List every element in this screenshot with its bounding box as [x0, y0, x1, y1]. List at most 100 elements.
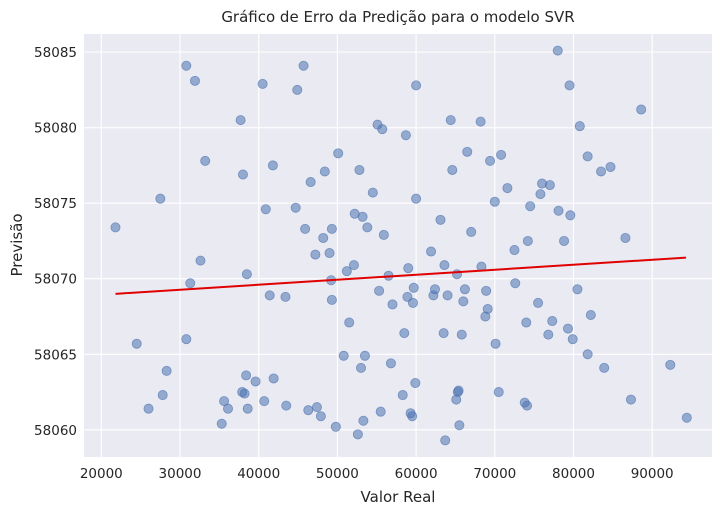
- scatter-point: [358, 415, 369, 426]
- scatter-point: [493, 387, 504, 398]
- scatter-point: [475, 116, 486, 127]
- scatter-point: [216, 418, 227, 429]
- x-tick-label: 50000: [316, 466, 359, 482]
- plot-background: [84, 34, 712, 457]
- scatter-point: [559, 235, 570, 246]
- scatter-point: [459, 284, 470, 295]
- scatter-point: [157, 390, 168, 401]
- scatter-point: [410, 377, 421, 388]
- scatter-point: [407, 411, 418, 422]
- scatter-point: [525, 201, 536, 212]
- scatter-point: [510, 278, 521, 289]
- scatter-point: [330, 421, 341, 432]
- scatter-point: [241, 370, 252, 381]
- scatter-point: [445, 115, 456, 126]
- scatter-point: [185, 278, 196, 289]
- scatter-point: [110, 222, 121, 233]
- scatter-point: [665, 359, 676, 370]
- scatter-point: [375, 406, 386, 417]
- scatter-point: [636, 104, 647, 115]
- scatter-point: [344, 317, 355, 328]
- scatter-point: [438, 328, 449, 339]
- scatter-point: [565, 210, 576, 221]
- scatter-point: [303, 405, 314, 416]
- x-tick-label: 40000: [237, 466, 280, 482]
- scatter-point: [305, 177, 316, 188]
- scatter-point: [429, 284, 440, 295]
- scatter-point: [453, 385, 464, 396]
- scatter-point: [440, 435, 451, 446]
- scatter-point: [397, 390, 408, 401]
- scatter-point: [582, 151, 593, 162]
- scatter-point: [522, 235, 533, 246]
- scatter-point: [181, 334, 192, 345]
- y-tick-label: 58070: [34, 272, 77, 288]
- scatter-point: [489, 196, 500, 207]
- scatter-point: [223, 403, 234, 414]
- scatter-point: [235, 115, 246, 126]
- scatter-point: [408, 282, 419, 293]
- scatter-point: [257, 78, 268, 89]
- scatter-point: [292, 84, 303, 95]
- scatter-point: [442, 290, 453, 301]
- scatter-point: [239, 388, 250, 399]
- scatter-point: [509, 245, 520, 256]
- scatter-point: [250, 376, 261, 387]
- regression-line: [115, 256, 687, 295]
- scatter-point: [326, 223, 337, 234]
- scatter-point: [333, 148, 344, 159]
- scatter-point: [242, 403, 253, 414]
- scatter-point: [338, 350, 349, 361]
- scatter-point: [359, 350, 370, 361]
- scatter-point: [200, 155, 211, 166]
- x-tick-label: 30000: [159, 466, 202, 482]
- scatter-point: [681, 412, 692, 423]
- scatter-point: [260, 204, 271, 215]
- scatter-point: [426, 246, 437, 257]
- scatter-point: [553, 205, 564, 216]
- scatter-point: [400, 130, 411, 141]
- scatter-point: [407, 297, 418, 308]
- y-tick-label: 58080: [34, 121, 77, 137]
- scatter-point: [324, 248, 335, 259]
- x-tick-label: 20000: [80, 466, 123, 482]
- scatter-point: [362, 222, 373, 233]
- scatter-point: [352, 429, 363, 440]
- scatter-point: [567, 334, 578, 345]
- scatter-point: [544, 180, 555, 191]
- scatter-point: [572, 284, 583, 295]
- scatter-point: [318, 232, 329, 243]
- x-tick-labels: 20000 30000 40000 50000 60000 70000 80000 90000: [80, 466, 674, 482]
- scatter-point: [131, 338, 142, 349]
- fit-line: [115, 256, 687, 295]
- y-tick-label: 58075: [34, 196, 77, 212]
- scatter-point: [354, 164, 365, 175]
- scatter-point: [625, 394, 636, 405]
- scatter-point: [181, 60, 192, 71]
- scatter-point: [300, 223, 311, 234]
- scatter-point: [547, 316, 558, 327]
- x-tick-label: 90000: [631, 466, 674, 482]
- scatter-point: [237, 169, 248, 180]
- y-axis-label: Previsão: [8, 213, 26, 276]
- scatter-point: [490, 338, 501, 349]
- scatter-point: [319, 166, 330, 177]
- scatter-point: [535, 189, 546, 200]
- grid: [84, 34, 712, 457]
- scatter-point: [411, 80, 422, 91]
- scatter-point: [447, 164, 458, 175]
- scatter-point: [458, 296, 469, 307]
- scatter-point: [377, 124, 388, 135]
- scatter-point: [435, 214, 446, 225]
- scatter-point: [387, 299, 398, 310]
- x-tick-label: 70000: [473, 466, 516, 482]
- scatter-point: [574, 121, 585, 132]
- scatter-point: [502, 183, 513, 194]
- scatter-point: [311, 402, 322, 413]
- scatter-point: [267, 160, 278, 171]
- scatter-point: [155, 193, 166, 204]
- scatter-point: [281, 400, 292, 411]
- scatter-point: [264, 290, 275, 301]
- scatter-point: [161, 365, 172, 376]
